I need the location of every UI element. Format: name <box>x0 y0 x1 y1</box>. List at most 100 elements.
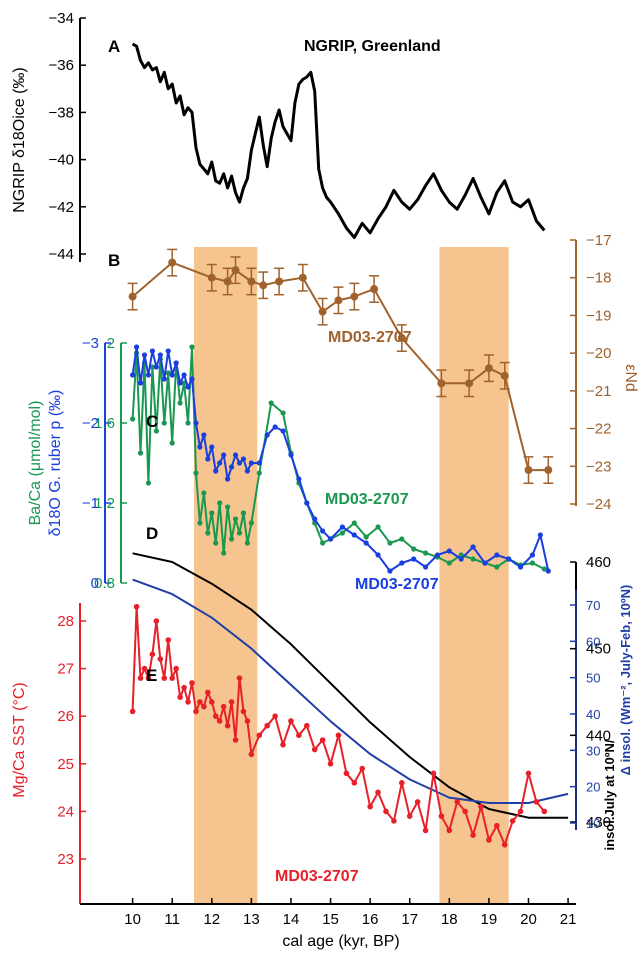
sst-point <box>153 618 160 624</box>
axes-frame <box>79 17 577 905</box>
sst-point <box>129 708 136 715</box>
sst-point <box>141 665 148 672</box>
baca-point <box>446 560 452 566</box>
d18o-series-label: MD03-2707 <box>355 576 439 593</box>
end-point <box>128 292 137 301</box>
end-tick-label: −24 <box>586 496 611 513</box>
d18o-point <box>537 532 543 538</box>
sst-point <box>157 656 164 662</box>
x-tick-label: 19 <box>481 911 498 928</box>
end-y-title: εNd <box>622 364 639 392</box>
d18o-tick-label: −3 <box>82 335 99 352</box>
d18o-point <box>363 540 369 546</box>
x-tick-label: 10 <box>124 911 141 928</box>
sst-point <box>133 603 140 610</box>
baca-point <box>240 510 247 516</box>
d18o-point <box>185 384 191 390</box>
ngrip-tick-label: −44 <box>49 246 74 263</box>
sst-point <box>343 770 350 777</box>
end-point <box>350 292 359 301</box>
baca-point <box>205 530 211 536</box>
d18o-point <box>320 528 326 534</box>
insol-delta-y-title: Δ insol. (Wm⁻², July-Feb, 10ºN) <box>618 585 633 776</box>
d18o-point <box>339 524 346 530</box>
d18o-point <box>133 344 140 350</box>
sst-point <box>517 808 524 815</box>
end-point <box>524 466 533 475</box>
data-series <box>127 42 569 848</box>
sst-point <box>256 732 263 739</box>
sst-point <box>470 832 476 838</box>
x-tick-label: 20 <box>520 911 537 928</box>
d18o-point <box>482 560 488 566</box>
end-point <box>370 285 379 294</box>
d18o-point <box>217 460 223 466</box>
sst-tick-label: 26 <box>57 708 74 725</box>
baca-point <box>375 524 381 530</box>
baca-point <box>470 556 476 562</box>
d18o-point <box>137 380 144 386</box>
baca-point <box>197 520 203 526</box>
sst-point <box>319 737 326 743</box>
baca-point <box>399 536 405 542</box>
d18o-point <box>149 348 156 354</box>
sst-point <box>359 765 366 772</box>
sst-point <box>193 708 199 715</box>
baca-point <box>185 420 191 426</box>
d18o-point <box>244 468 251 474</box>
sst-tick-label: 23 <box>57 851 74 868</box>
baca-point <box>149 364 156 370</box>
baca-tick-label: 2 <box>107 335 115 352</box>
end-point <box>334 296 343 305</box>
d18o-point <box>165 348 171 354</box>
d18o-point <box>221 452 227 458</box>
panel-label-a: A <box>108 37 120 56</box>
sst-point <box>161 675 168 681</box>
d18o-point <box>232 452 239 458</box>
sst-point <box>533 799 540 805</box>
baca-point <box>189 344 195 350</box>
d18o-point <box>434 552 441 558</box>
d18o-point <box>181 372 187 378</box>
d18o-point <box>205 456 211 462</box>
baca-point <box>217 500 223 506</box>
baca-tick-label: 1.6 <box>94 415 115 432</box>
sst-point <box>311 746 318 753</box>
baca-tick-label: 1.2 <box>94 495 115 512</box>
sst-point <box>351 780 358 786</box>
end-tick-label: −23 <box>586 458 611 475</box>
sst-point <box>185 699 191 705</box>
baca-point <box>541 566 547 572</box>
d18o-point <box>153 364 159 370</box>
sst-tick-label: 27 <box>57 661 74 678</box>
sst-point <box>208 699 215 705</box>
end-tick-label: −17 <box>586 232 611 249</box>
end-point <box>437 379 446 388</box>
d18o-point <box>225 476 231 482</box>
end-tick-label: −19 <box>586 307 611 324</box>
insol-july-tick-label: 450 <box>586 641 611 658</box>
shaded-intervals <box>193 247 509 904</box>
sst-point <box>478 803 484 810</box>
sst-point <box>165 637 172 643</box>
d18o-point <box>248 460 254 466</box>
sst-point <box>232 737 239 743</box>
sst-point <box>248 751 255 758</box>
d18o-point <box>446 548 452 554</box>
baca-point <box>228 536 235 542</box>
x-tick-label: 16 <box>362 911 379 928</box>
sst-tick-label: 24 <box>57 803 74 820</box>
baca-line <box>131 346 545 570</box>
d18o-point <box>236 460 243 466</box>
x-tick-label: 13 <box>243 911 260 928</box>
ngrip-title: NGRIP, Greenland <box>304 38 441 55</box>
end-point <box>247 277 256 286</box>
d18o-point <box>280 428 286 434</box>
baca-point <box>320 540 326 546</box>
baca-point <box>236 530 243 536</box>
baca-point <box>177 400 183 406</box>
sst-point <box>335 732 342 739</box>
shaded-band-1 <box>193 247 258 904</box>
end-point <box>500 371 509 380</box>
d18o-point <box>256 460 262 466</box>
